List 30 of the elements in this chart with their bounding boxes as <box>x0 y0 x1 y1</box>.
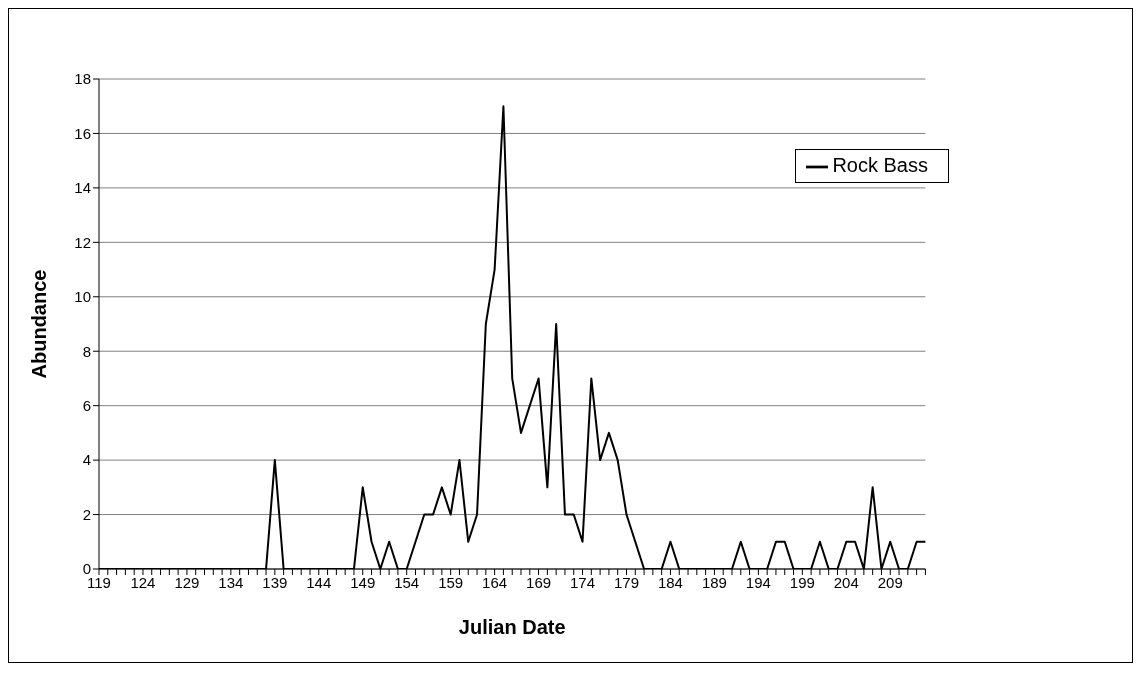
x-tick-label: 134 <box>218 573 244 591</box>
y-tick-label: 16 <box>74 124 91 142</box>
x-tick-label: 189 <box>701 573 727 591</box>
x-tick-label: 144 <box>306 573 332 591</box>
y-tick-label: 2 <box>82 505 91 523</box>
x-tick-label: 199 <box>789 573 815 591</box>
x-tick-label: 179 <box>613 573 640 591</box>
x-tick-label: 194 <box>745 573 771 591</box>
y-tick-label: 8 <box>82 342 91 360</box>
y-tick-label: 18 <box>74 70 91 88</box>
x-tick-label: 139 <box>262 573 288 591</box>
y-tick-label: 10 <box>74 288 91 306</box>
x-tick-label: 129 <box>174 573 200 591</box>
y-tick-label: 6 <box>82 396 91 414</box>
x-tick-label: 164 <box>482 573 508 591</box>
x-tick-label: 174 <box>570 573 596 591</box>
x-tick-label: 169 <box>526 573 552 591</box>
y-tick-label: 14 <box>74 179 91 197</box>
x-tick-label: 159 <box>438 573 464 591</box>
y-tick-label: 12 <box>74 233 91 251</box>
x-axis-title: Julian Date <box>458 616 566 638</box>
legend-label: Rock Bass <box>832 154 928 176</box>
y-tick-label: 4 <box>82 451 91 469</box>
x-tick-label: 204 <box>833 573 859 591</box>
x-tick-label: 184 <box>657 573 683 591</box>
x-tick-label: 124 <box>130 573 156 591</box>
y-axis-title: Abundance <box>28 269 51 379</box>
x-tick-label: 149 <box>350 573 376 591</box>
x-tick-label: 154 <box>394 573 420 591</box>
x-tick-label: 209 <box>877 573 903 591</box>
